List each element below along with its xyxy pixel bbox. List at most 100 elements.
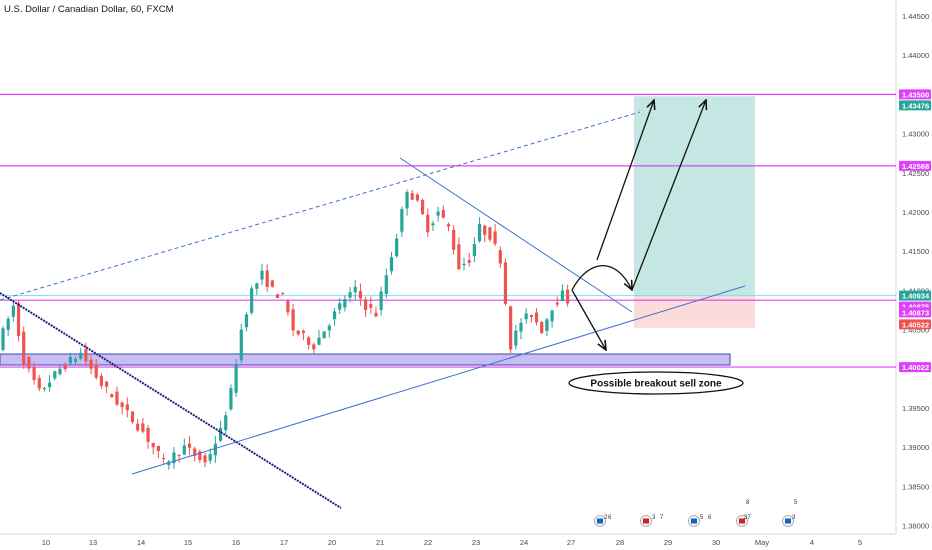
candle-body [73, 359, 78, 362]
candle-body [477, 223, 482, 242]
event-flag-icon [688, 515, 700, 527]
candle-body [229, 388, 233, 410]
candle-body [270, 280, 274, 287]
candle-body [141, 423, 145, 432]
up-arrow-2 [631, 100, 706, 291]
chart-title: U.S. Dollar / Canadian Dollar, 60, FXCM [4, 4, 174, 15]
candle-body [224, 415, 228, 431]
candle-body [353, 286, 357, 293]
price-tag [899, 100, 931, 111]
candle-body [244, 314, 249, 328]
event-count: 37 [744, 515, 751, 521]
event-count: 5 [794, 500, 798, 506]
event-count: 6 [608, 515, 612, 521]
candle-body [136, 423, 140, 431]
candle-body [99, 375, 104, 386]
x-tick-label: 30 [712, 538, 720, 547]
down-arrow [571, 289, 606, 350]
flag-body [597, 518, 603, 524]
candle-body [410, 193, 414, 200]
candle-body [84, 349, 88, 362]
y-tick-label: 1.38500 [902, 482, 929, 491]
note-bubble [568, 371, 744, 395]
x-tick-label: 4 [810, 538, 814, 547]
candle-body [317, 337, 321, 345]
candle-body [63, 364, 67, 370]
downtrend-line [0, 292, 342, 509]
candle-body [110, 394, 114, 398]
upper-channel-dashed [0, 111, 641, 301]
candle-body [198, 451, 202, 460]
x-tick-label: 15 [184, 538, 192, 547]
y-tick-label: 1.44500 [902, 12, 929, 21]
candle-body [187, 443, 192, 448]
y-tick-label: 1.39500 [902, 404, 929, 413]
candle-body [400, 208, 404, 232]
candle-body [218, 428, 223, 441]
event-count: 3 [652, 515, 656, 521]
candle-body [177, 455, 181, 457]
candle-body [115, 391, 119, 405]
y-tick-label: 1.39000 [902, 443, 929, 452]
candle-body [436, 211, 440, 216]
candle-body [42, 388, 47, 390]
price-tag-label: 1.40875 [902, 303, 929, 312]
candle-body [348, 292, 352, 298]
price-tag [899, 362, 931, 373]
target-zone [634, 96, 755, 296]
candle-body [534, 312, 539, 323]
candle-body [343, 299, 347, 308]
candle-body [130, 411, 135, 422]
candle-body [472, 244, 476, 257]
y-tick-label: 1.42500 [902, 169, 929, 178]
y-tick-label: 1.42000 [902, 208, 929, 217]
price-tag [899, 307, 931, 318]
event-count: 6 [708, 515, 712, 521]
y-tick-label: 1.41500 [902, 247, 929, 256]
flag-body [691, 518, 697, 524]
candle-body [156, 445, 160, 452]
rising-trendline [131, 285, 746, 475]
candle-body [151, 442, 155, 448]
price-tag [899, 290, 931, 301]
candle-body [560, 290, 565, 302]
x-tick-label: 17 [280, 538, 288, 547]
candle-body [379, 291, 383, 311]
candle-body [255, 283, 259, 289]
candle-body [286, 301, 290, 313]
candle-body [27, 356, 31, 369]
event-flag-icon [594, 515, 606, 527]
event-count: 7 [660, 515, 664, 521]
event-flag-icon [640, 515, 652, 527]
candle-body [503, 262, 508, 304]
candle-body [498, 250, 502, 264]
candle-body [405, 192, 409, 209]
event-count: 2 [604, 515, 608, 521]
candle-body [208, 453, 212, 461]
event-flag-icon [782, 515, 794, 527]
candle-body [22, 331, 26, 366]
candle-body [488, 227, 492, 240]
candle-body [260, 270, 264, 280]
candle-body [281, 293, 285, 295]
candle-body [275, 294, 280, 299]
price-tag [899, 89, 931, 100]
flag-body [739, 518, 745, 524]
candle-body [79, 352, 83, 359]
price-tag-label: 1.42588 [902, 162, 929, 171]
candle-body [307, 337, 311, 345]
flag-body [785, 518, 791, 524]
candle-body [462, 263, 466, 266]
candle-body [509, 306, 513, 350]
candle-body [555, 302, 559, 305]
candle-body [37, 377, 41, 389]
candle-body [364, 299, 368, 311]
event-count: 5 [700, 515, 704, 521]
candle-body [291, 309, 295, 331]
candle-body [566, 289, 570, 304]
price-tag [899, 319, 931, 330]
candle-body [540, 321, 544, 334]
x-tick-label: 16 [232, 538, 240, 547]
candle-body [431, 223, 435, 226]
